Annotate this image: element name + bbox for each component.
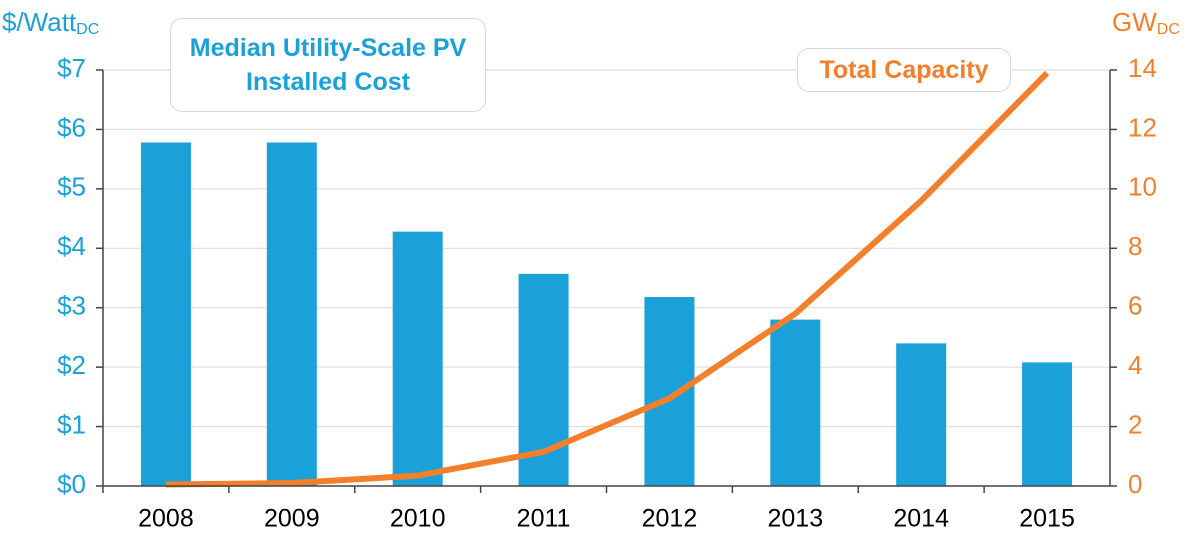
y2-tick-label: 0 (1128, 469, 1142, 499)
y2-tick-label: 12 (1128, 112, 1157, 142)
y2-axis-label-main: GW (1112, 7, 1157, 37)
y-tick-label: $3 (57, 291, 86, 321)
x-tick-label: 2015 (1019, 505, 1075, 533)
y-tick-label: $4 (57, 231, 86, 261)
y2-axis-label: GWDC (1112, 7, 1180, 38)
legend-label: Median Utility-Scale PV Installed Cost (189, 34, 467, 96)
y2-tick-label: 10 (1128, 172, 1157, 202)
y-tick-label: $2 (57, 350, 86, 380)
y-tick-label: $1 (57, 409, 86, 439)
legend-line: Total Capacity (797, 48, 1011, 92)
bar (392, 231, 443, 486)
x-tick-label: 2010 (390, 505, 446, 533)
x-tick-label: 2009 (264, 505, 320, 533)
bar (770, 319, 821, 486)
x-tick-label: 2013 (768, 505, 824, 533)
y2-tick-label: 14 (1128, 53, 1157, 83)
legend-label: Total Capacity (819, 56, 989, 84)
y2-tick-label: 6 (1128, 291, 1142, 321)
y-tick-label: $5 (57, 172, 86, 202)
y-axis-label-sub: DC (76, 21, 99, 38)
y-tick-label: $6 (57, 112, 86, 142)
y-tick-label: $7 (57, 53, 86, 83)
x-tick-label: 2012 (642, 505, 698, 533)
y2-tick-label: 8 (1128, 231, 1142, 261)
y-tick-label: $0 (57, 469, 86, 499)
y2-tick-label: 4 (1128, 350, 1142, 380)
bar (896, 343, 947, 486)
y-axis-label-main: $/Watt (2, 7, 77, 37)
x-tick-label: 2014 (893, 505, 949, 533)
y-axis-label: $/WattDC (2, 7, 99, 38)
x-tick-label: 2011 (517, 505, 571, 533)
bar (140, 142, 191, 486)
legend-bar: Median Utility-Scale PV Installed Cost (170, 18, 486, 112)
y2-axis-label-sub: DC (1157, 21, 1180, 38)
x-tick-label: 2008 (138, 505, 194, 533)
bar (1022, 362, 1073, 486)
bar (266, 142, 317, 486)
line (165, 70, 1050, 488)
y2-tick-label: 2 (1128, 409, 1142, 439)
bar (644, 297, 695, 486)
